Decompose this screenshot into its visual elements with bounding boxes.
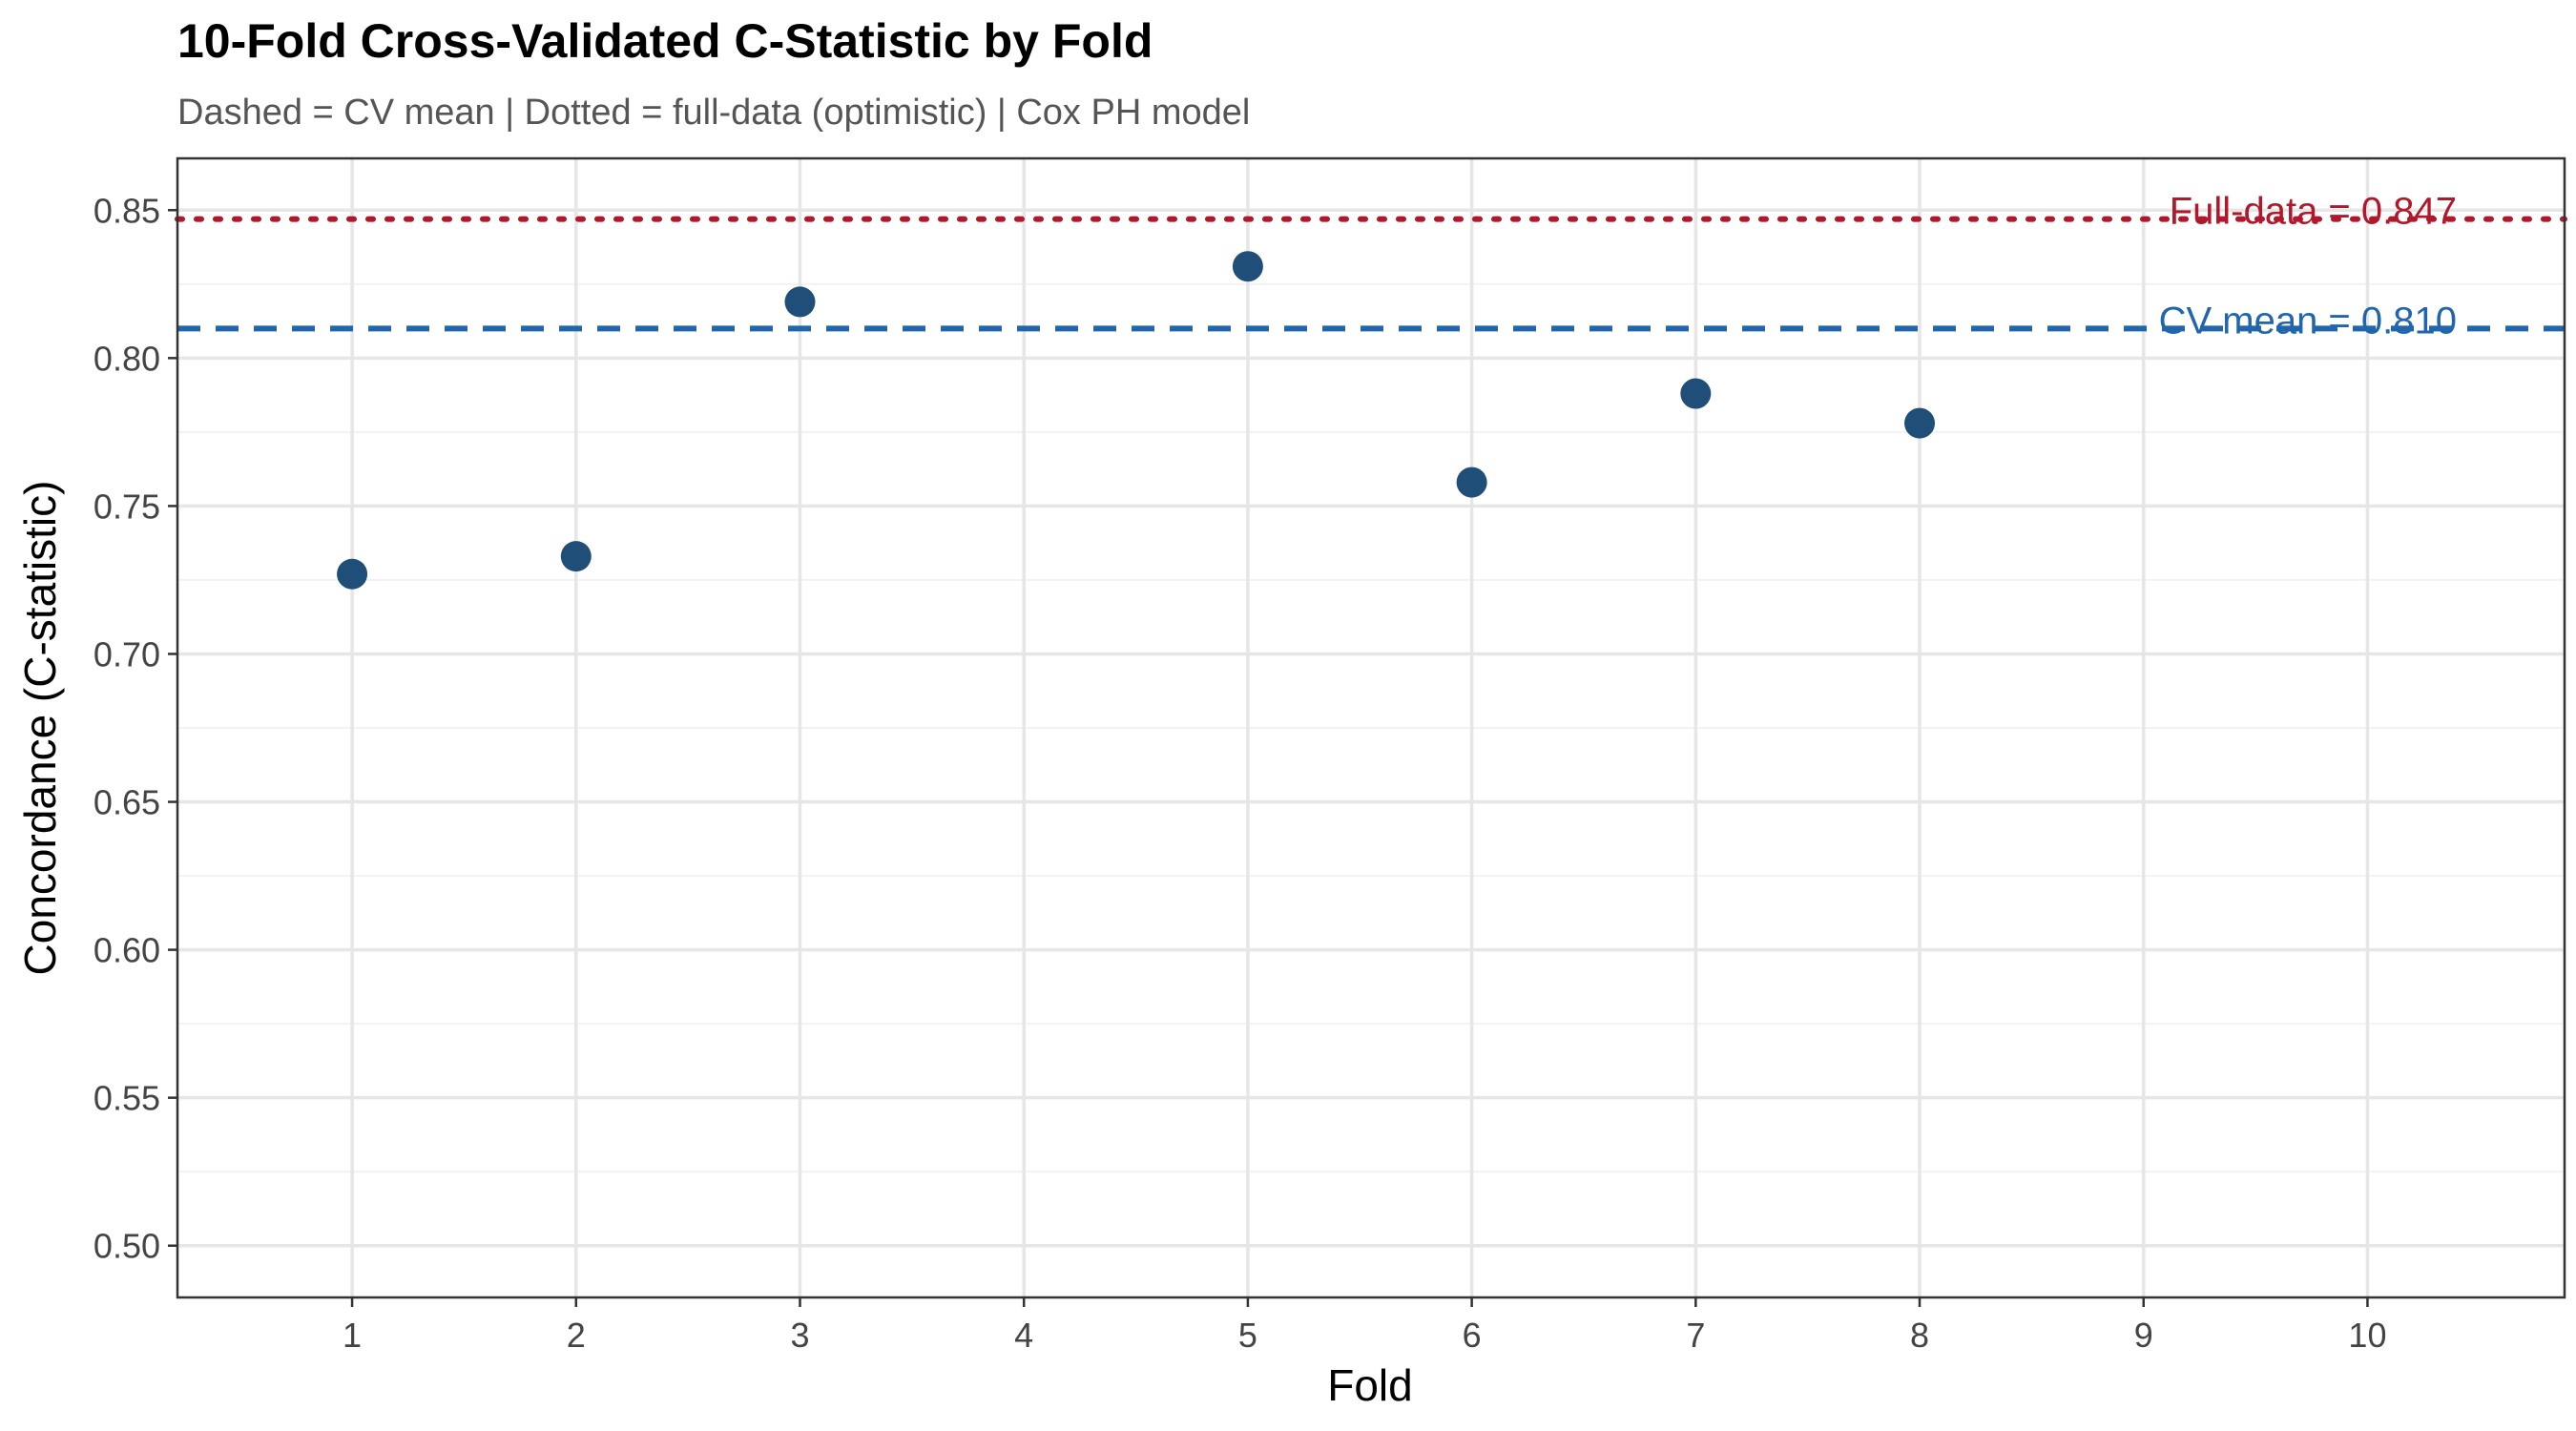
fold-point xyxy=(1232,251,1263,282)
y-tick-label: 0.55 xyxy=(93,1079,160,1118)
y-tick-label: 0.70 xyxy=(93,634,160,674)
y-tick-label: 0.60 xyxy=(93,931,160,970)
x-tick-label: 6 xyxy=(1463,1316,1482,1355)
y-tick-label: 0.50 xyxy=(93,1227,160,1266)
y-axis-title: Concordance (C-statistic) xyxy=(15,481,65,976)
chart-subtitle: Dashed = CV mean | Dotted = full-data (o… xyxy=(177,93,1250,133)
x-tick-label: 1 xyxy=(343,1316,362,1355)
y-tick-label: 0.75 xyxy=(93,487,160,526)
x-tick-label: 2 xyxy=(567,1316,586,1355)
chart-title: 10-Fold Cross-Validated C-Statistic by F… xyxy=(177,14,1153,68)
y-tick-label: 0.65 xyxy=(93,783,160,822)
plot-area: CV mean = 0.810 Full-data = 0.847 0.50 0.55… xyxy=(93,156,2567,1355)
fold-point xyxy=(1904,407,1936,439)
y-tick-label: 0.80 xyxy=(93,339,160,378)
fold-point xyxy=(560,541,592,572)
x-tick-label: 3 xyxy=(790,1316,809,1355)
full-data-label: Full-data = 0.847 xyxy=(2170,191,2457,233)
x-tick-label: 8 xyxy=(1910,1316,1929,1355)
fold-point xyxy=(1680,378,1712,409)
x-axis-title: Fold xyxy=(1327,1360,1412,1410)
fold-point xyxy=(1456,467,1487,498)
cv-mean-label: CV mean = 0.810 xyxy=(2159,300,2457,342)
plot-border xyxy=(176,156,2566,1299)
y-tick-label: 0.85 xyxy=(93,191,160,230)
x-tick-label: 7 xyxy=(1686,1316,1705,1355)
fold-point xyxy=(784,286,816,318)
x-tick-label: 5 xyxy=(1238,1316,1257,1355)
fold-point xyxy=(337,558,368,590)
x-tick-label: 4 xyxy=(1014,1316,1033,1355)
x-tick-label: 9 xyxy=(2134,1316,2153,1355)
x-tick-label: 10 xyxy=(2348,1316,2386,1355)
